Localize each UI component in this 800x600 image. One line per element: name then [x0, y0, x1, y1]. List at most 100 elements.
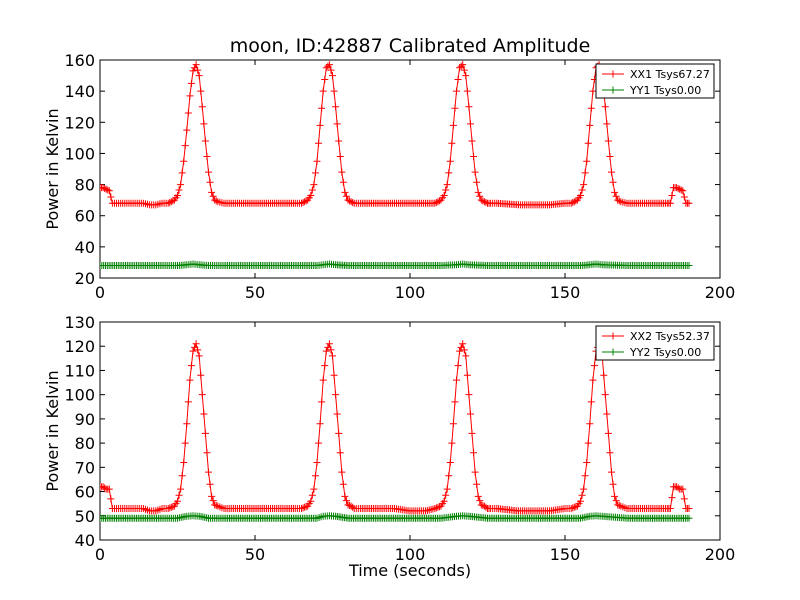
data-point-marker: [200, 410, 208, 418]
data-point-marker: [100, 184, 107, 192]
data-point-marker: [460, 346, 468, 354]
data-point-marker: [449, 420, 457, 428]
data-point-marker: [581, 169, 589, 177]
data-point-marker: [674, 184, 682, 192]
data-point-marker: [329, 352, 336, 360]
data-point-marker: [470, 153, 478, 161]
data-point-marker: [178, 169, 186, 177]
data-point-marker: [105, 485, 113, 493]
data-point-marker: [347, 198, 355, 206]
data-point-marker: [211, 501, 219, 509]
data-point-marker: [435, 197, 443, 205]
x-tick-label: 200: [705, 283, 736, 302]
data-point-marker: [164, 505, 172, 513]
data-point-marker: [448, 439, 456, 447]
data-point-marker: [336, 153, 344, 161]
data-point-marker: [175, 491, 183, 499]
data-point-marker: [457, 62, 465, 70]
data-point-marker: [459, 340, 467, 348]
data-point-marker: [333, 120, 341, 128]
data-point-marker: [435, 503, 443, 511]
data-point-marker: [302, 503, 310, 511]
data-point-marker: [584, 139, 592, 147]
data-point-marker: [603, 410, 611, 418]
data-point-marker: [676, 185, 684, 193]
legend-box: [595, 63, 715, 99]
data-point-marker: [198, 103, 206, 111]
data-point-marker: [212, 501, 220, 509]
data-point-marker: [572, 197, 580, 205]
data-point-marker: [335, 429, 343, 437]
legend-swatch-marker: [609, 348, 617, 356]
data-point-marker: [466, 410, 474, 418]
data-point-marker: [583, 157, 591, 165]
data-point-marker: [442, 491, 450, 499]
data-point-marker: [453, 87, 460, 95]
data-point-marker: [569, 504, 577, 512]
data-point-marker: [166, 504, 174, 512]
data-point-marker: [302, 197, 310, 205]
data-point-marker: [341, 492, 349, 500]
data-point-marker: [174, 497, 181, 505]
data-point-marker: [178, 472, 186, 480]
data-point-marker: [454, 362, 462, 370]
data-point-marker: [181, 439, 189, 447]
data-point-marker: [311, 472, 319, 480]
data-point-marker: [614, 196, 622, 204]
data-point-marker: [104, 186, 112, 194]
data-point-marker: [344, 501, 352, 509]
data-point-marker: [212, 197, 220, 205]
y-tick-label: 100: [64, 386, 95, 405]
data-point-marker: [338, 168, 346, 176]
data-point-marker: [482, 198, 490, 206]
data-point-marker: [456, 347, 464, 355]
data-point-marker: [329, 72, 336, 80]
data-point-marker: [577, 497, 584, 505]
data-point-marker: [445, 169, 453, 177]
data-point-marker: [310, 485, 318, 493]
legend: XX2 Tsys52.37 YY2 Tsys0.00: [595, 325, 715, 361]
data-point-marker: [318, 398, 326, 406]
y-axis-label: Power in Kelvin: [43, 370, 62, 491]
data-point-marker: [325, 61, 333, 69]
data-point-marker: [333, 410, 341, 418]
data-point-marker: [685, 505, 693, 513]
data-point-marker: [299, 504, 307, 512]
y-tick-label: 140: [64, 82, 95, 101]
x-tick-label: 100: [395, 283, 426, 302]
data-point-marker: [332, 391, 340, 399]
data-point-marker: [462, 72, 470, 80]
x-tick-label: 150: [550, 283, 581, 302]
x-axis-label: Time (seconds): [348, 561, 471, 580]
data-point-marker: [183, 126, 191, 134]
y-tick-label: 60: [75, 207, 95, 226]
data-point-marker: [673, 184, 681, 192]
data-point-marker: [601, 103, 609, 111]
data-point-marker: [209, 497, 217, 505]
data-point-marker: [586, 420, 594, 428]
data-point-marker: [105, 187, 113, 195]
data-point-marker: [195, 72, 203, 80]
data-point-marker: [443, 181, 451, 189]
data-point-marker: [454, 75, 462, 83]
data-point-marker: [482, 503, 490, 511]
data-point-marker: [476, 192, 484, 200]
data-point-marker: [600, 371, 608, 379]
x-tick-label: 0: [95, 283, 105, 302]
data-point-marker: [685, 199, 693, 207]
chart-title: moon, ID:42887 Calibrated Amplitude: [230, 35, 591, 57]
y-tick-label: 40: [75, 238, 95, 257]
data-point-marker: [307, 191, 315, 199]
y-tick-label: 70: [75, 458, 95, 477]
data-point-marker: [307, 497, 315, 505]
data-point-marker: [451, 398, 459, 406]
data-point-marker: [606, 449, 614, 457]
y-tick-label: 20: [75, 269, 95, 288]
data-point-marker: [465, 391, 473, 399]
legend-swatch-marker: [609, 70, 617, 78]
data-point-marker: [680, 495, 688, 503]
data-point-marker: [471, 168, 479, 176]
data-point-marker: [175, 186, 183, 194]
data-point-marker: [206, 178, 214, 186]
data-point-marker: [349, 503, 357, 511]
